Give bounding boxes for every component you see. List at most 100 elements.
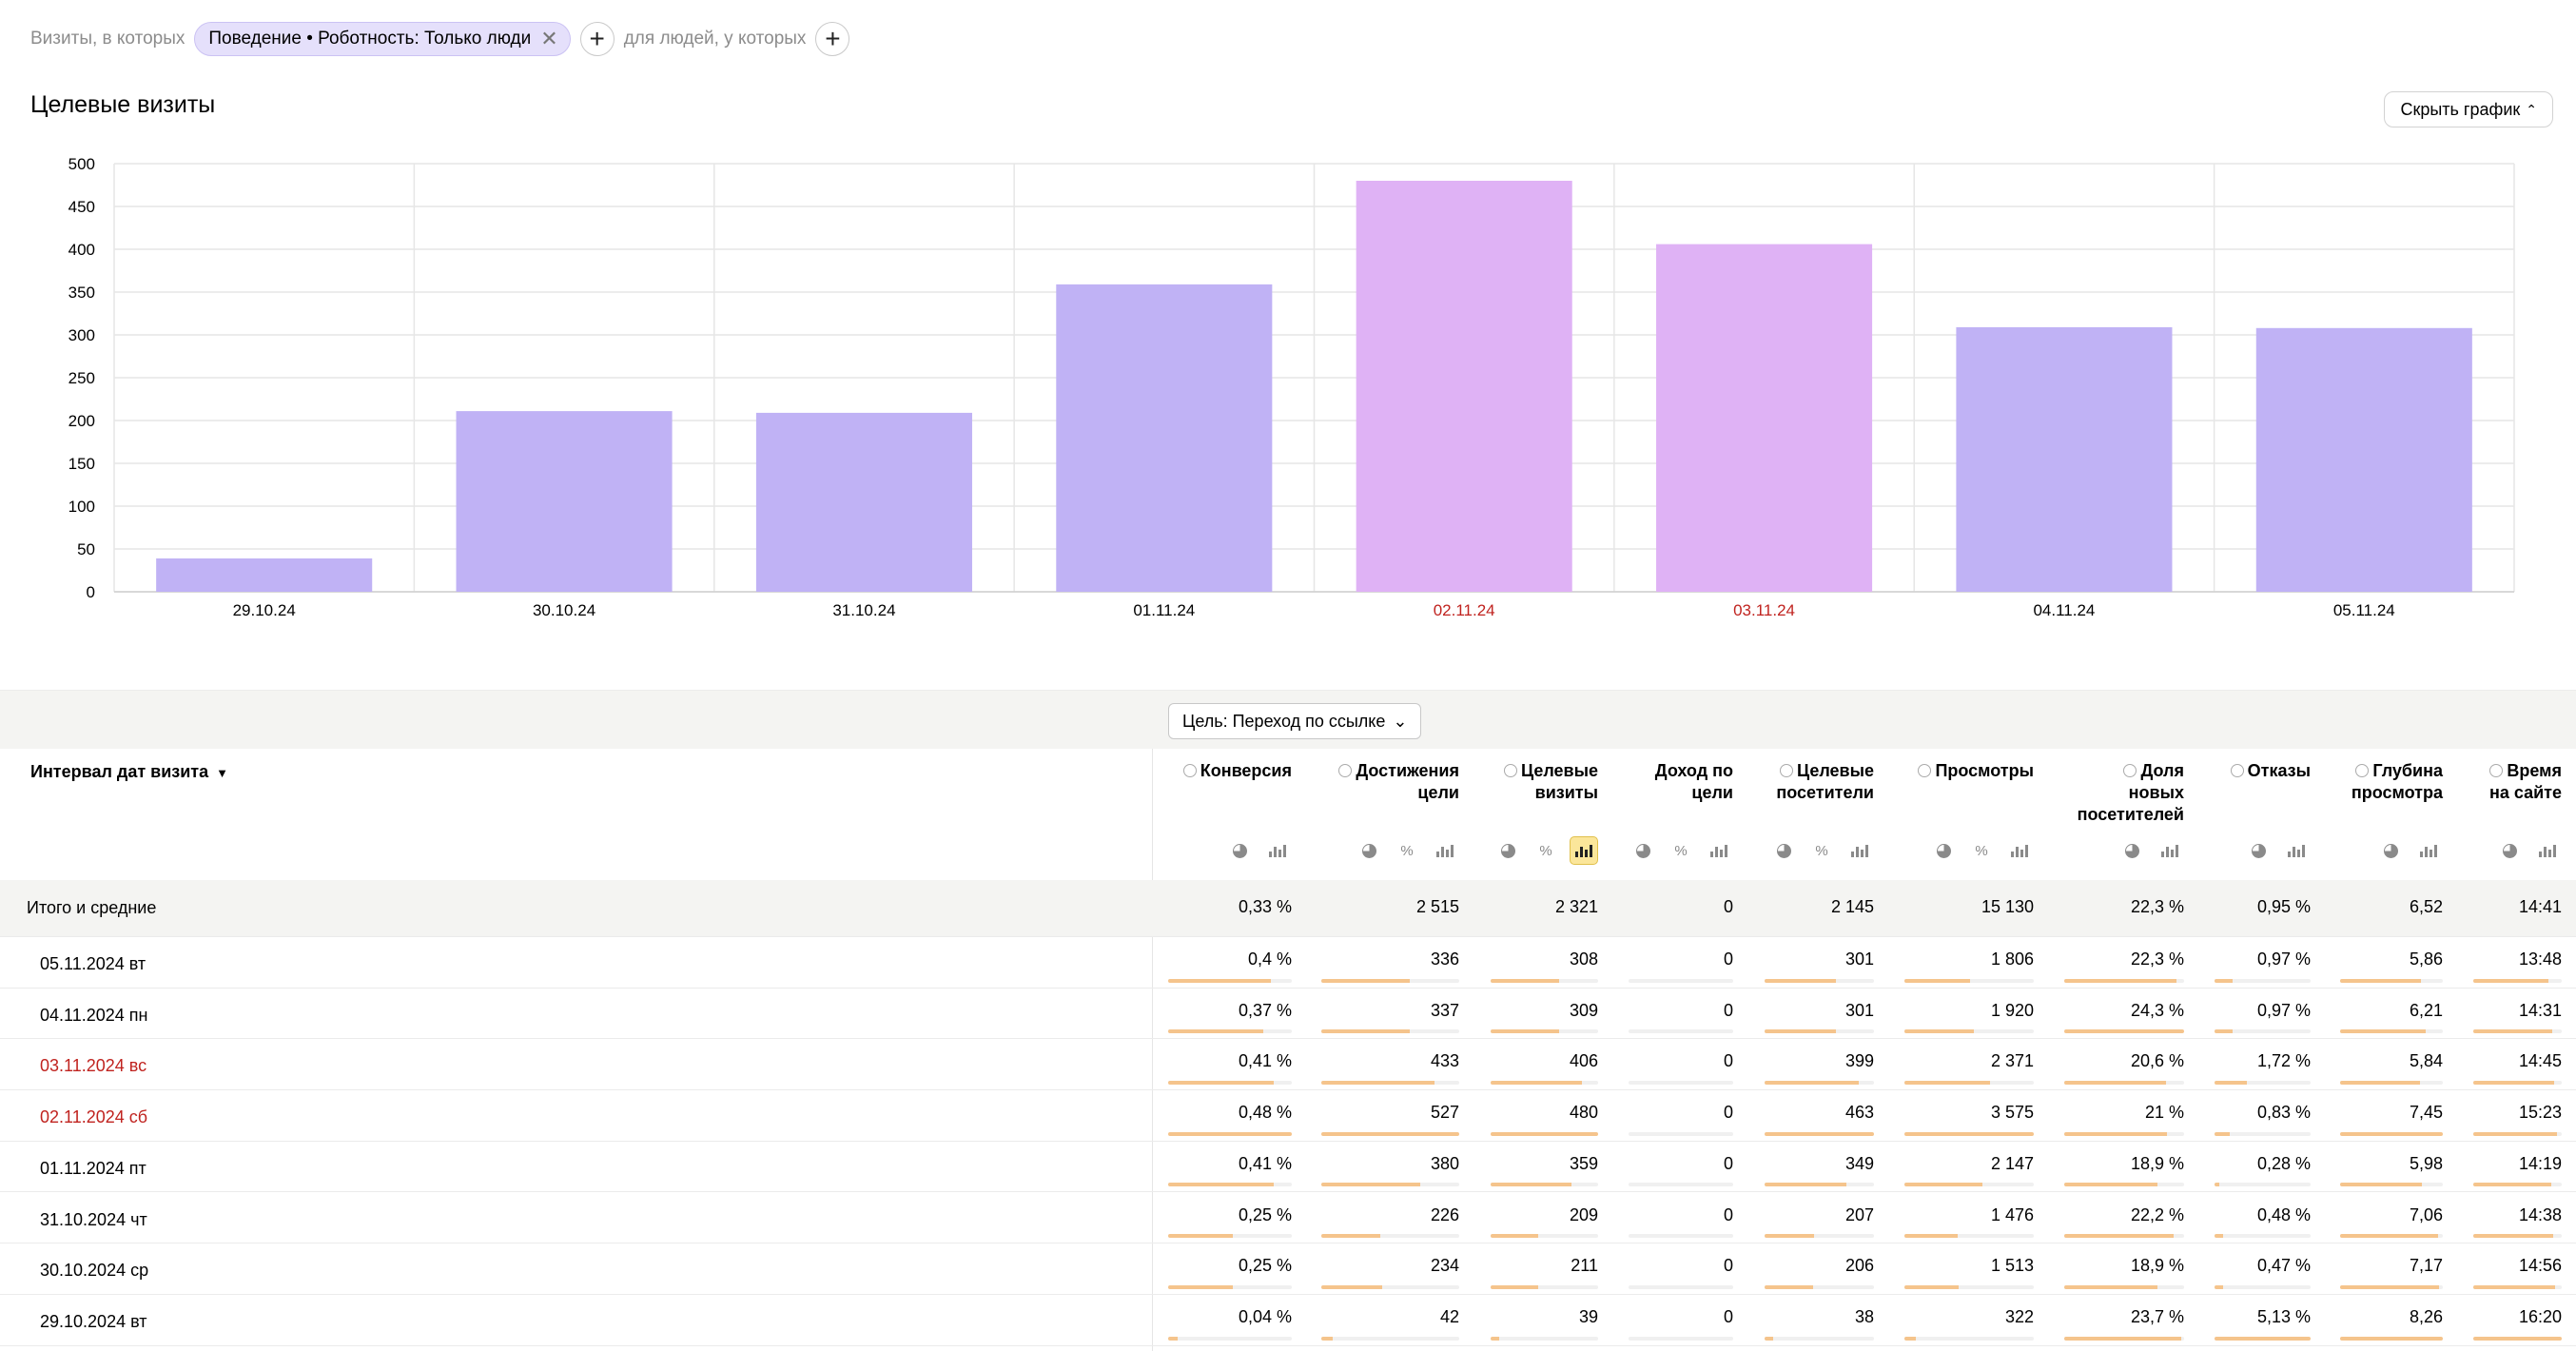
help-icon[interactable]	[1182, 764, 1197, 777]
cell-newshare: 22,3 %	[2130, 950, 2184, 969]
totals-row[interactable]: Итого и средние 0,33 % 2 515 2 321 0 2 145 15 …	[0, 880, 2576, 937]
help-icon[interactable]	[1338, 764, 1353, 777]
pie-chart-icon[interactable]	[1929, 836, 1958, 865]
share-bar	[2215, 1081, 2311, 1086]
bar-29.10.24[interactable]	[156, 558, 373, 592]
bar-chart-icon[interactable]	[2156, 836, 2184, 865]
help-icon[interactable]	[2355, 764, 2370, 777]
help-icon[interactable]	[2230, 764, 2244, 777]
bar-chart-icon[interactable]	[1705, 836, 1733, 865]
table-row[interactable]: 05.11.2024 вт 0,4 % 336 308 0 301 1 806 22,3 % 0…	[0, 937, 2576, 989]
column-header-label: визиты	[1534, 783, 1598, 802]
row-label: 04.11.2024 пн	[40, 1005, 148, 1025]
table-row[interactable]: 30.10.2024 ср 0,25 % 234 211 0 206 1 513 18,9 %…	[0, 1243, 2576, 1295]
bar-chart-icon[interactable]	[1431, 836, 1459, 865]
cell-time: 14:19	[2518, 1153, 2562, 1173]
share-bar	[1765, 1081, 1874, 1086]
share-bar-fill	[2473, 1336, 2562, 1341]
bar-chart-icon[interactable]	[1570, 836, 1598, 865]
add-visit-condition-button[interactable]: +	[579, 22, 615, 56]
bar-chart-icon[interactable]	[1263, 836, 1292, 865]
percent-icon[interactable]: %	[1674, 842, 1688, 859]
cell-income: 0	[1723, 950, 1733, 969]
bar-chart-icon[interactable]	[2005, 836, 2034, 865]
share-bar-fill	[2215, 1336, 2311, 1341]
column-header-views[interactable]: Просмотры	[1918, 760, 2034, 782]
column-header-time[interactable]: Время на сайте	[2489, 760, 2562, 804]
column-view-toggles	[2244, 836, 2311, 865]
cell-views: 1 513	[1990, 1256, 2034, 1276]
bar-04.11.24[interactable]	[1956, 326, 2173, 592]
column-view-toggles: %	[1355, 836, 1459, 865]
robot-filter-chip[interactable]: Поведение • Роботность: Только люди ✕	[194, 22, 571, 56]
cell-bounce: 1,72 %	[2256, 1051, 2311, 1071]
column-view-toggles	[2376, 836, 2443, 865]
chart-title: Целевые визиты	[30, 91, 216, 118]
help-icon[interactable]	[2489, 764, 2504, 777]
pie-chart-icon[interactable]	[2117, 836, 2146, 865]
pie-chart-icon[interactable]	[2495, 836, 2524, 865]
pie-chart-icon[interactable]	[1769, 836, 1798, 865]
hide-chart-button[interactable]: Скрыть график ⌃	[2384, 91, 2553, 127]
pie-chart-icon[interactable]	[2244, 836, 2273, 865]
column-header-conv[interactable]: Конверсия	[1182, 760, 1292, 782]
add-people-condition-button[interactable]: +	[815, 22, 850, 56]
column-header-label: Глубина	[2372, 761, 2443, 780]
pie-chart-icon[interactable]	[2376, 836, 2405, 865]
column-header-reach[interactable]: Достижения цели	[1338, 760, 1459, 804]
cell-time: 14:45	[2518, 1051, 2562, 1071]
column-header-income[interactable]: Доход по цели	[1655, 760, 1733, 804]
share-bar-fill	[2340, 1029, 2426, 1034]
percent-icon[interactable]: %	[1539, 842, 1552, 859]
bar-01.11.24[interactable]	[1056, 284, 1273, 592]
column-divider	[1152, 749, 1153, 1351]
bar-02.11.24[interactable]	[1356, 181, 1572, 592]
share-bar-fill	[1168, 1131, 1292, 1136]
cell-tvisitors: 38	[1854, 1306, 1874, 1326]
table-row[interactable]: 04.11.2024 пн 0,37 % 337 309 0 301 1 920 24,3 %…	[0, 989, 2576, 1040]
close-icon[interactable]: ✕	[540, 27, 558, 50]
bar-chart-icon[interactable]	[2414, 836, 2443, 865]
bar-chart-icon[interactable]	[1845, 836, 1874, 865]
help-icon[interactable]	[2123, 764, 2137, 777]
bar-05.11.24[interactable]	[2255, 327, 2472, 592]
pie-chart-icon[interactable]	[1355, 836, 1383, 865]
bar-03.11.24[interactable]	[1656, 244, 1873, 592]
share-bar	[2340, 1336, 2443, 1341]
row-label: Итого и средние	[27, 898, 157, 917]
share-bar	[2215, 978, 2311, 983]
column-header-tvisits[interactable]: Целевые визиты	[1503, 760, 1598, 804]
column-header-tvisitors[interactable]: Целевые посетители	[1776, 760, 1874, 804]
bar-30.10.24[interactable]	[456, 411, 673, 592]
column-header-bounce[interactable]: Отказы	[2230, 760, 2311, 782]
bar-31.10.24[interactable]	[755, 412, 972, 592]
dimension-header[interactable]: Интервал дат визита ▼	[30, 762, 228, 782]
help-icon[interactable]	[1779, 764, 1793, 777]
table-row[interactable]: 31.10.2024 чт 0,25 % 226 209 0 207 1 476 22,2 %…	[0, 1193, 2576, 1244]
pie-chart-icon[interactable]	[1493, 836, 1522, 865]
goal-select[interactable]: Цель: Переход по ссылке ⌄	[1168, 703, 1422, 739]
share-bar-fill	[1321, 978, 1410, 983]
table-header: Интервал дат визита ▼ Конверсия Достижения…	[0, 749, 2576, 880]
help-icon[interactable]	[1503, 764, 1517, 777]
row-label: 02.11.2024 сб	[40, 1107, 148, 1127]
share-bar-fill	[2064, 1284, 2158, 1289]
table-row[interactable]: 02.11.2024 сб 0,48 % 527 480 0 463 3 575 21 % 0,…	[0, 1090, 2576, 1142]
share-bar	[1321, 978, 1459, 983]
table-row[interactable]: 03.11.2024 вс 0,41 % 433 406 0 399 2 371 20,6 %…	[0, 1039, 2576, 1091]
column-header-label: посетители	[1776, 783, 1874, 802]
pie-chart-icon[interactable]	[1629, 836, 1657, 865]
share-bar	[1321, 1131, 1459, 1136]
percent-icon[interactable]: %	[1815, 842, 1828, 859]
table-row[interactable]: 29.10.2024 вт 0,04 % 42 39 0 38 322 23,7 % 5,13 …	[0, 1295, 2576, 1346]
column-header-newshare[interactable]: Доля новых посетителей	[2078, 760, 2184, 826]
column-header-depth[interactable]: Глубина просмотра	[2352, 760, 2443, 804]
bar-chart-icon[interactable]	[2282, 836, 2311, 865]
help-icon[interactable]	[1918, 764, 1932, 777]
table-row[interactable]: 01.11.2024 пт 0,41 % 380 359 0 349 2 147 18,9 %…	[0, 1142, 2576, 1193]
bar-chart-icon[interactable]	[2533, 836, 2562, 865]
pie-chart-icon[interactable]	[1225, 836, 1254, 865]
percent-icon[interactable]: %	[1975, 842, 1988, 859]
column-header-label: цели	[1691, 783, 1733, 802]
percent-icon[interactable]: %	[1400, 842, 1414, 859]
